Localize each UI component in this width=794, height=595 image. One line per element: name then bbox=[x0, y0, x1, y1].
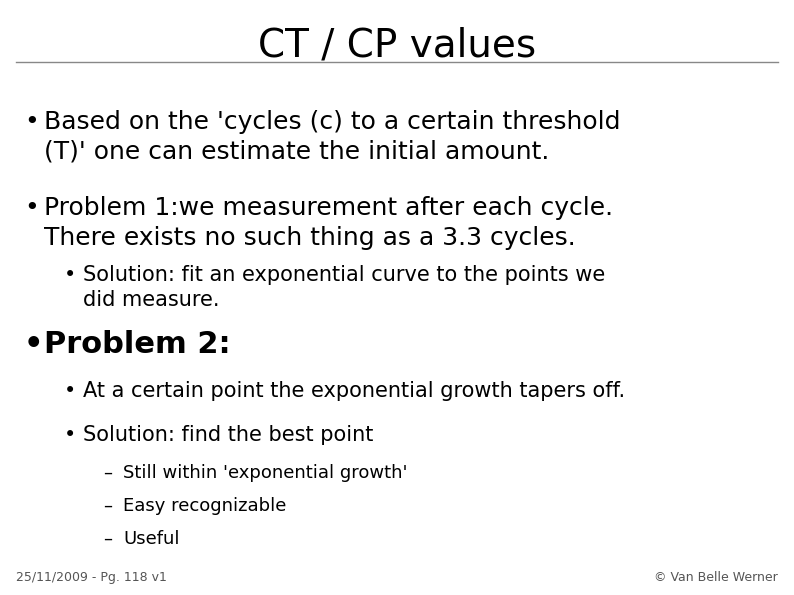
Text: •: • bbox=[64, 265, 75, 285]
Text: Problem 1:we measurement after each cycle.
There exists no such thing as a 3.3 c: Problem 1:we measurement after each cycl… bbox=[44, 196, 613, 250]
Text: © Van Belle Werner: © Van Belle Werner bbox=[654, 571, 778, 584]
Text: Easy recognizable: Easy recognizable bbox=[123, 497, 287, 515]
Text: •: • bbox=[24, 110, 39, 134]
Text: •: • bbox=[64, 381, 75, 401]
Text: –: – bbox=[103, 497, 112, 515]
Text: CT / CP values: CT / CP values bbox=[258, 27, 536, 65]
Text: Still within 'exponential growth': Still within 'exponential growth' bbox=[123, 464, 407, 482]
Text: Solution: find the best point: Solution: find the best point bbox=[83, 425, 374, 446]
Text: At a certain point the exponential growth tapers off.: At a certain point the exponential growt… bbox=[83, 381, 626, 401]
Text: –: – bbox=[103, 530, 112, 547]
Text: Useful: Useful bbox=[123, 530, 179, 547]
Text: Problem 2:: Problem 2: bbox=[44, 330, 230, 359]
Text: •: • bbox=[64, 425, 75, 446]
Text: •: • bbox=[24, 196, 39, 220]
Text: –: – bbox=[103, 464, 112, 482]
Text: Based on the 'cycles (c) to a certain threshold
(T)' one can estimate the initia: Based on the 'cycles (c) to a certain th… bbox=[44, 110, 620, 164]
Text: 25/11/2009 - Pg. 118 v1: 25/11/2009 - Pg. 118 v1 bbox=[16, 571, 167, 584]
Text: Solution: fit an exponential curve to the points we
did measure.: Solution: fit an exponential curve to th… bbox=[83, 265, 606, 309]
Text: •: • bbox=[24, 330, 44, 359]
